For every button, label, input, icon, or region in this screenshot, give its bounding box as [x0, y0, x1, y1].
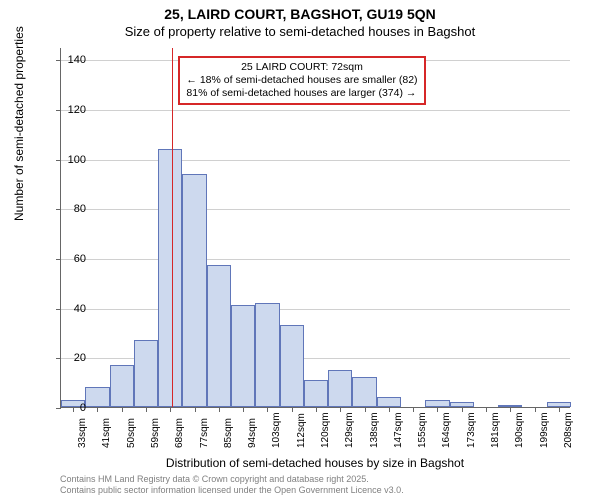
- y-tick-label: 120: [56, 104, 86, 116]
- gridline: [61, 110, 570, 111]
- gridline: [61, 160, 570, 161]
- x-tick-label: 85sqm: [223, 418, 234, 448]
- histogram-bar: [110, 365, 134, 407]
- y-tick-label: 60: [56, 253, 86, 265]
- x-tick-label: 138sqm: [369, 412, 380, 448]
- x-tick-mark: [510, 407, 511, 412]
- x-tick-mark: [413, 407, 414, 412]
- chart-container: 25, LAIRD COURT, BAGSHOT, GU19 5QN Size …: [0, 0, 600, 500]
- footer-line-2: Contains public sector information licen…: [60, 485, 404, 496]
- x-tick-label: 164sqm: [441, 412, 452, 448]
- x-tick-mark: [292, 407, 293, 412]
- callout-property-size: 25 LAIRD COURT: 72sqm: [186, 61, 417, 74]
- x-tick-label: 41sqm: [101, 418, 112, 448]
- gridline: [61, 209, 570, 210]
- x-tick-label: 103sqm: [271, 412, 282, 448]
- x-tick-label: 190sqm: [514, 412, 525, 448]
- y-tick-label: 140: [56, 54, 86, 66]
- x-tick-label: 181sqm: [490, 412, 501, 448]
- property-callout: 25 LAIRD COURT: 72sqm← 18% of semi-detac…: [178, 56, 425, 105]
- x-tick-label: 129sqm: [344, 412, 355, 448]
- y-tick-label: 100: [56, 154, 86, 166]
- histogram-bar: [280, 325, 304, 407]
- x-tick-label: 155sqm: [417, 412, 428, 448]
- x-tick-mark: [122, 407, 123, 412]
- y-tick-label: 20: [56, 352, 86, 364]
- histogram-bar: [182, 174, 206, 407]
- x-tick-mark: [219, 407, 220, 412]
- chart-title-address: 25, LAIRD COURT, BAGSHOT, GU19 5QN: [0, 6, 600, 22]
- x-tick-mark: [97, 407, 98, 412]
- plot-area: 33sqm41sqm50sqm59sqm68sqm77sqm85sqm94sqm…: [60, 48, 570, 408]
- x-tick-mark: [316, 407, 317, 412]
- x-tick-label: 208sqm: [563, 412, 574, 448]
- x-tick-mark: [486, 407, 487, 412]
- y-tick-label: 80: [56, 203, 86, 215]
- histogram-bar: [85, 387, 109, 407]
- histogram-bar: [134, 340, 158, 407]
- histogram-bar: [425, 400, 449, 407]
- x-tick-mark: [195, 407, 196, 412]
- x-tick-mark: [389, 407, 390, 412]
- footer-line-1: Contains HM Land Registry data © Crown c…: [60, 474, 404, 485]
- histogram-bar: [158, 149, 182, 407]
- chart-title-description: Size of property relative to semi-detach…: [0, 24, 600, 39]
- x-tick-label: 147sqm: [393, 412, 404, 448]
- x-tick-mark: [462, 407, 463, 412]
- histogram-bar: [207, 265, 231, 407]
- gridline: [61, 259, 570, 260]
- y-axis-label: Number of semi-detached properties: [12, 26, 26, 221]
- x-tick-label: 77sqm: [199, 418, 210, 448]
- property-marker-line: [172, 48, 173, 407]
- x-tick-label: 94sqm: [247, 418, 258, 448]
- x-tick-label: 50sqm: [126, 418, 137, 448]
- x-tick-label: 120sqm: [320, 412, 331, 448]
- y-tick-label: 40: [56, 303, 86, 315]
- histogram-bar: [231, 305, 255, 407]
- gridline: [61, 309, 570, 310]
- callout-smaller-pct: ← 18% of semi-detached houses are smalle…: [186, 74, 417, 87]
- x-tick-mark: [535, 407, 536, 412]
- callout-larger-pct: 81% of semi-detached houses are larger (…: [186, 87, 417, 100]
- histogram-bar: [255, 303, 279, 407]
- x-tick-label: 33sqm: [77, 418, 88, 448]
- attribution-footer: Contains HM Land Registry data © Crown c…: [60, 474, 404, 496]
- x-tick-mark: [365, 407, 366, 412]
- x-axis-label: Distribution of semi-detached houses by …: [60, 456, 570, 470]
- x-tick-mark: [559, 407, 560, 412]
- x-tick-mark: [170, 407, 171, 412]
- histogram-bar: [352, 377, 376, 407]
- histogram-bar: [328, 370, 352, 407]
- x-tick-mark: [340, 407, 341, 412]
- x-tick-label: 68sqm: [174, 418, 185, 448]
- x-tick-mark: [243, 407, 244, 412]
- x-tick-label: 112sqm: [296, 413, 307, 448]
- histogram-bar: [304, 380, 328, 407]
- x-tick-mark: [437, 407, 438, 412]
- x-tick-label: 59sqm: [150, 418, 161, 448]
- x-tick-label: 199sqm: [539, 412, 550, 448]
- x-tick-mark: [267, 407, 268, 412]
- x-tick-label: 173sqm: [466, 412, 477, 448]
- y-tick-label: 0: [56, 402, 86, 414]
- x-tick-mark: [146, 407, 147, 412]
- histogram-bar: [377, 397, 401, 407]
